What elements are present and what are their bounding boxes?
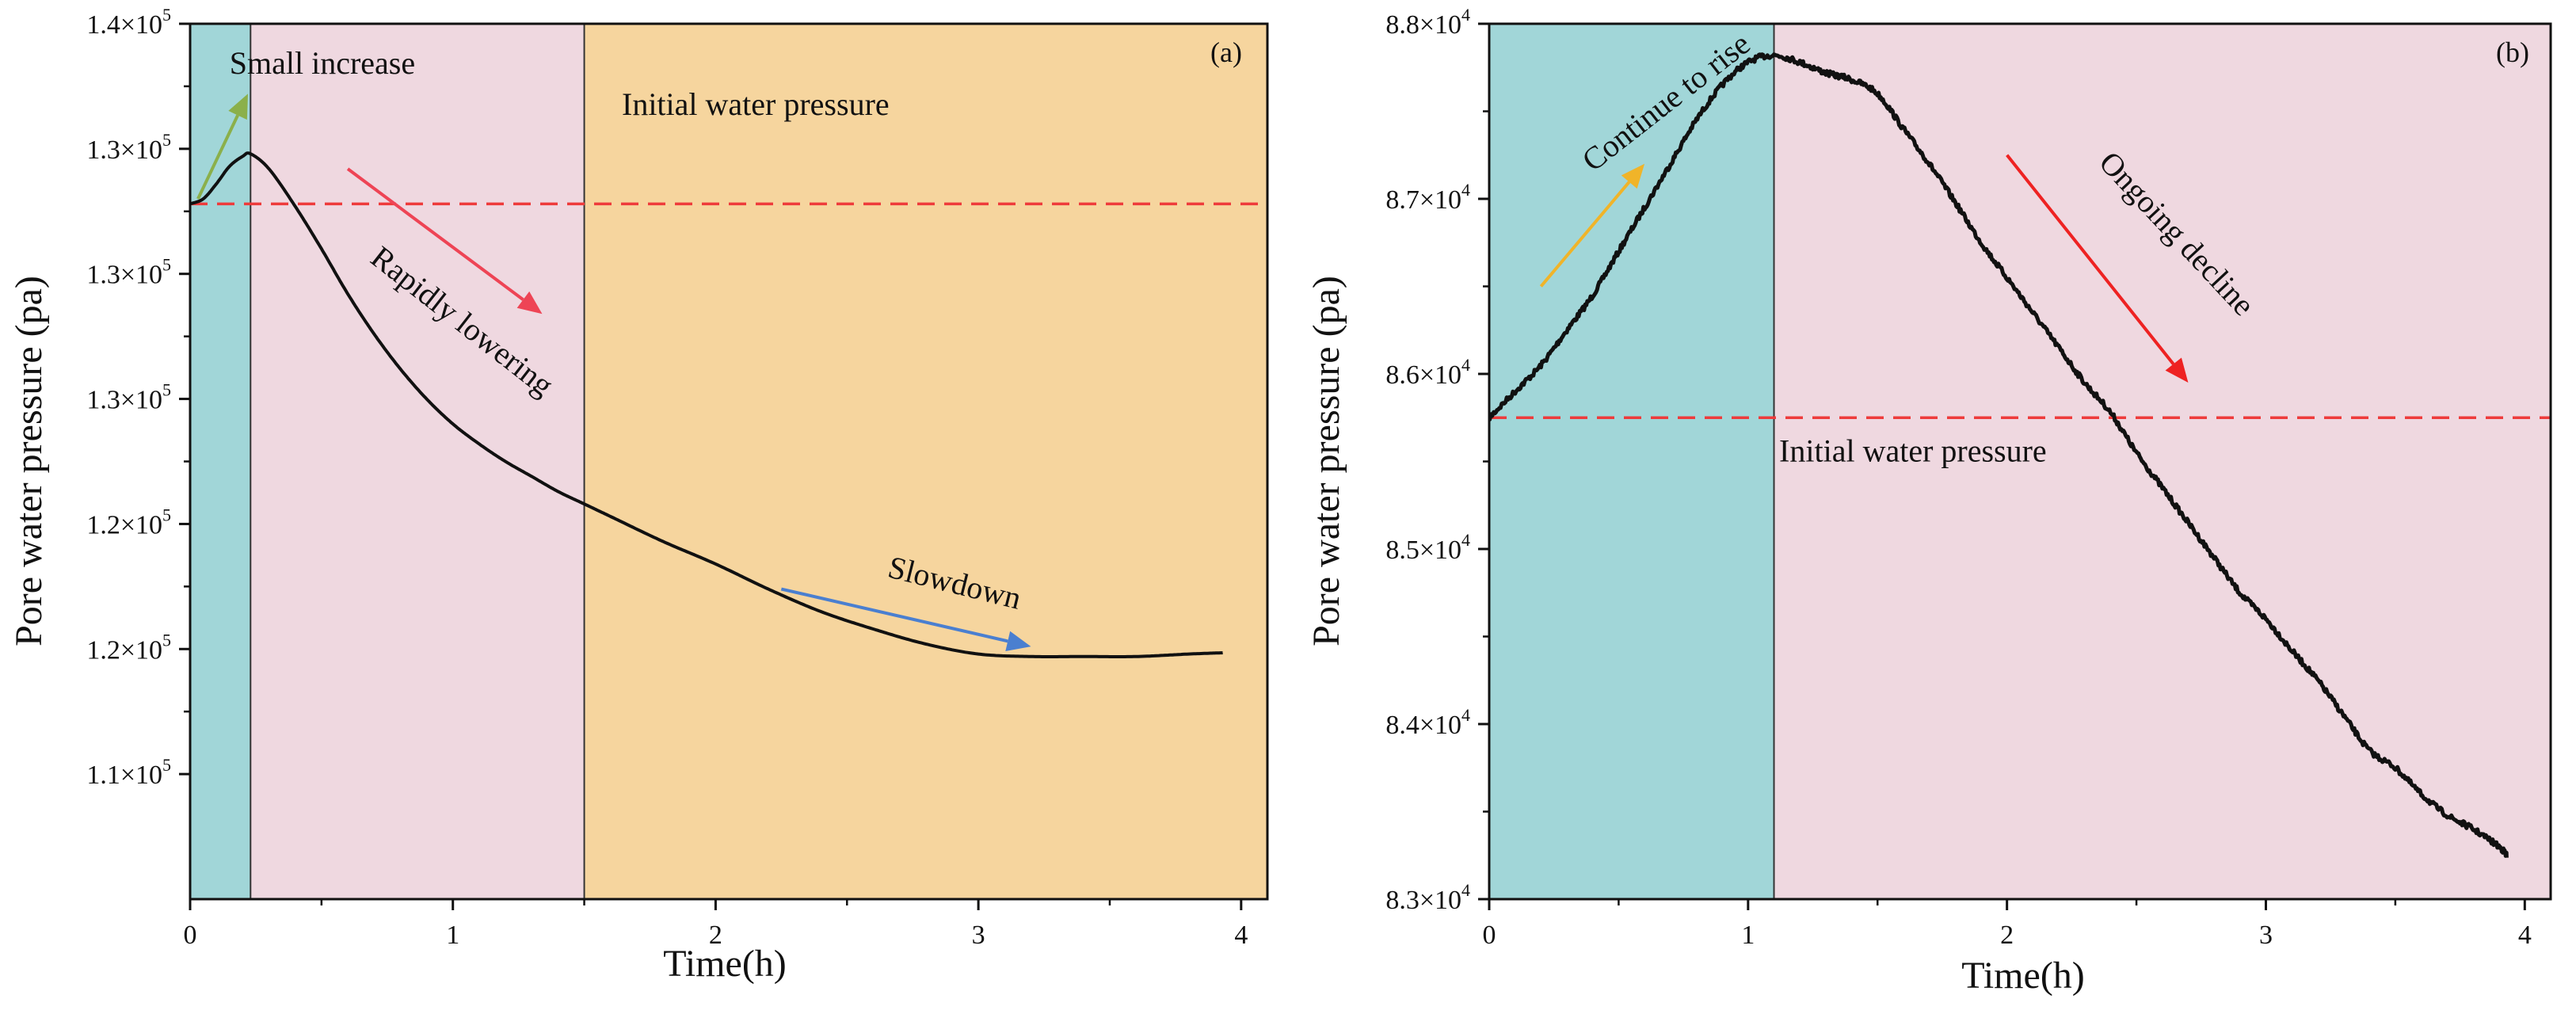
chart-b-arrows [1539, 154, 2189, 383]
chart-b-region [1489, 24, 1774, 899]
chart-a-x-tick-label: 0 [184, 921, 197, 950]
chart-b-y-tick-label: 8.6×104 [1385, 355, 1470, 390]
chart-a-arrow-shaft [346, 167, 524, 301]
chart-a-arrows [196, 93, 1031, 652]
chart-a-y-axis: 1.1×105 1.2×105 1.2×105 1.3×105 1.3×105 1.3×1… [86, 5, 190, 790]
chart-a-x-axis: 0 1 2 3 4 [184, 899, 1248, 950]
chart-a-arrow [780, 587, 1031, 652]
chart-b-ylabel: Pore water pressure (pa) [1305, 276, 1347, 646]
chart-a-x-tick-label: 4 [1234, 921, 1248, 950]
chart-b-reference-label: Initial water pressure [1779, 433, 2047, 469]
chart-b-x-tick-label: 4 [2518, 921, 2532, 950]
chart-a-y-tick-label: 1.1×105 [86, 755, 171, 790]
chart-b-arrow-shaft [2006, 154, 2175, 365]
chart-b-region [1774, 24, 2551, 899]
chart-b-series-path [1489, 52, 2509, 858]
chart-b-y-axis: 8.3×104 8.4×104 8.5×104 8.6×104 8.7×104 8.8×1… [1385, 5, 1489, 915]
chart-a-x-tick-label: 3 [972, 921, 985, 950]
chart-a-y-tick-label: 1.3×105 [86, 130, 171, 165]
chart-a-reference-label: Initial water pressure [622, 86, 890, 122]
chart-b-panel-label: (b) [2496, 36, 2529, 68]
chart-b-x-tick-label: 1 [1741, 921, 1755, 950]
chart-a-region [584, 24, 1267, 899]
chart-a-arrow-head [1005, 631, 1031, 652]
chart-a-region [250, 24, 585, 899]
chart-b-y-tick-label: 8.7×104 [1385, 180, 1470, 215]
chart-a-arrow-head [228, 93, 248, 120]
chart-a-panel-label: (a) [1210, 36, 1242, 68]
chart-b-y-tick-label: 8.8×104 [1385, 5, 1470, 40]
chart-panel-b: 0 1 2 3 4 8.3×104 8.4×104 8.5×104 8.6×104 8.7×10… [1305, 5, 2552, 997]
chart-a-regions [190, 24, 1267, 899]
chart-b-arrow [2006, 154, 2189, 383]
chart-a-y-tick-label: 1.3×105 [86, 255, 171, 290]
chart-b-x-tick-label: 3 [2259, 921, 2273, 950]
chart-a-y-tick-label: 1.2×105 [86, 505, 171, 539]
chart-a-arrow-head [516, 291, 543, 314]
chart-a-series-path [190, 151, 1224, 658]
chart-b-series-line [1489, 52, 2509, 858]
chart-a-arrow-shaft [196, 114, 239, 200]
chart-a-region [190, 24, 251, 899]
chart-b-x-tick-label: 2 [2000, 921, 2014, 950]
chart-a-series-line [190, 151, 1224, 658]
chart-a-y-tick-label: 1.3×105 [86, 380, 171, 415]
chart-a-x-tick-label: 2 [709, 921, 722, 950]
chart-b-arrow [1539, 163, 1645, 288]
chart-b-x-tick-label: 0 [1483, 921, 1496, 950]
chart-a-y-tick-label: 1.4×105 [86, 5, 171, 40]
chart-a-y-tick-label: 1.2×105 [86, 630, 171, 665]
chart-a-arrow [196, 93, 248, 200]
chart-b-regions [1489, 24, 2551, 899]
chart-a-ylabel: Pore water pressure (pa) [8, 276, 50, 646]
chart-a-arrow-shaft [780, 587, 1008, 643]
chart-b-xlabel: Time(h) [1961, 955, 2085, 997]
chart-b-arrow-head [2165, 357, 2189, 383]
chart-b-arrow-head [1621, 163, 1645, 189]
chart-b-arrow-shaft [1539, 181, 1631, 288]
chart-a-xlabel: Time(h) [663, 943, 787, 985]
chart-b-y-tick-label: 8.3×104 [1385, 880, 1470, 915]
chart-b-y-tick-label: 8.5×104 [1385, 530, 1470, 565]
chart-panel-a: 0 1 2 3 4 1.1×105 1.2×105 1.2×105 1.3×105 1.3×10… [8, 5, 1269, 985]
chart-a-x-tick-label: 1 [446, 921, 459, 950]
chart-b-y-tick-label: 8.4×104 [1385, 705, 1470, 740]
chart-b-x-axis: 0 1 2 3 4 [1483, 899, 2532, 950]
chart-a-arrow [346, 167, 543, 314]
chart-a-annotation-small-increase: Small increase [230, 45, 415, 81]
